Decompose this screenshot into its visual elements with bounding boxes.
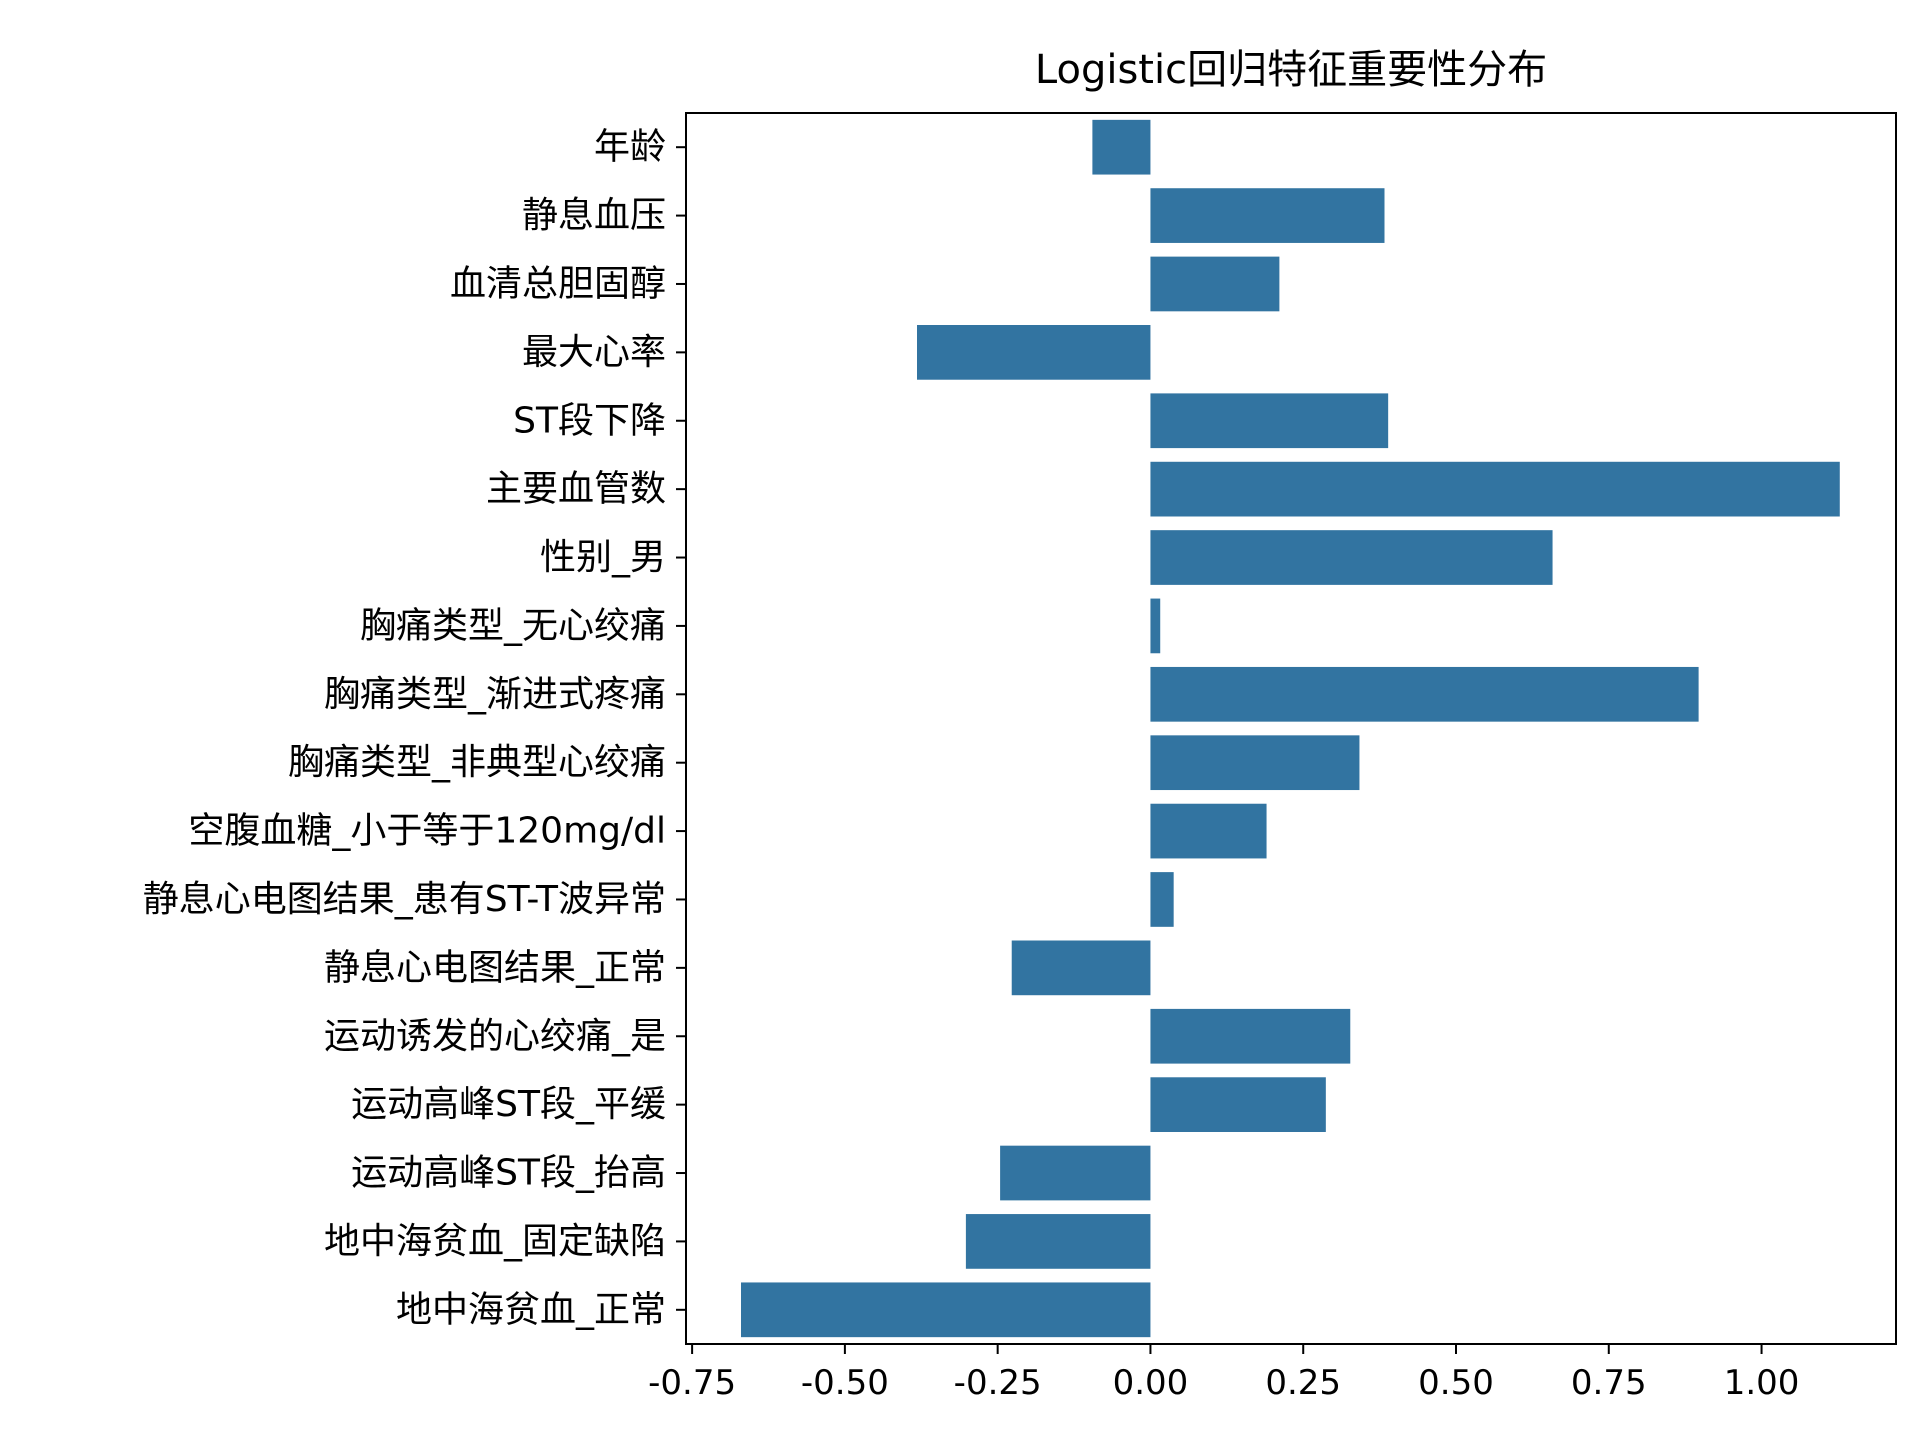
bar: [1150, 1077, 1326, 1132]
y-tick-label: 年龄: [594, 127, 666, 168]
y-tick-label: 运动高峰ST段_抬高: [351, 1153, 666, 1194]
bar: [1150, 872, 1174, 927]
y-tick-label: 空腹血糖_小于等于120mg/dl: [188, 811, 666, 852]
bar: [1150, 666, 1699, 722]
x-tick-label: -0.50: [801, 1363, 889, 1403]
bar: [1150, 256, 1280, 312]
bar: [1150, 461, 1840, 517]
y-tick-label: 运动诱发的心绞痛_是: [324, 1016, 666, 1057]
bar: [1150, 735, 1360, 791]
bar: [1150, 598, 1161, 654]
axes-frame: [685, 112, 1897, 1345]
x-tick-label: 1.00: [1724, 1363, 1800, 1403]
y-tick-label: 血清总胆固醇: [450, 263, 666, 304]
x-axis: -0.75 -0.50 -0.25 0.00 0.25 0.50 0.75 1.00: [648, 1344, 1799, 1403]
y-tick-label: 静息血压: [522, 195, 666, 236]
bar: [1150, 393, 1389, 449]
bar: [1150, 530, 1553, 585]
x-tick-label: 0.25: [1265, 1363, 1341, 1403]
bar: [917, 325, 1151, 380]
bar: [965, 1214, 1151, 1269]
x-tick-label: 0.00: [1113, 1363, 1189, 1403]
y-tick-label: 胸痛类型_无心绞痛: [360, 605, 666, 646]
bar: [741, 1282, 1151, 1338]
y-tick-label: 静息心电图结果_患有ST-T波异常: [143, 879, 666, 920]
bar: [1011, 940, 1151, 996]
bar: [1092, 119, 1151, 175]
y-tick-label: 最大心率: [522, 332, 666, 373]
x-tick-label: 0.75: [1571, 1363, 1647, 1403]
y-tick-label: 胸痛类型_渐进式疼痛: [324, 674, 666, 715]
chart-title: Logistic回归特征重要性分布: [1035, 47, 1547, 93]
y-tick-label: 胸痛类型_非典型心绞痛: [288, 742, 666, 783]
x-tick-label: -0.25: [954, 1363, 1042, 1403]
y-tick-label: ST段下降: [513, 400, 666, 441]
x-tick-label: 0.50: [1418, 1363, 1494, 1403]
y-tick-label: 性别_男: [540, 537, 666, 578]
y-tick-label: 运动高峰ST段_平缓: [351, 1084, 666, 1125]
bar: [1000, 1145, 1151, 1201]
bars-group: [741, 119, 1840, 1338]
x-tick-label: -0.75: [648, 1363, 736, 1403]
bar: [1150, 188, 1385, 243]
bar: [1150, 803, 1267, 859]
y-tick-label: 地中海贫血_固定缺陷: [324, 1221, 666, 1262]
y-tick-label: 地中海贫血_正常: [396, 1289, 666, 1330]
y-tick-label: 主要血管数: [486, 469, 666, 510]
y-tick-label: 静息心电图结果_正常: [324, 947, 666, 988]
bar: [1150, 1008, 1351, 1064]
